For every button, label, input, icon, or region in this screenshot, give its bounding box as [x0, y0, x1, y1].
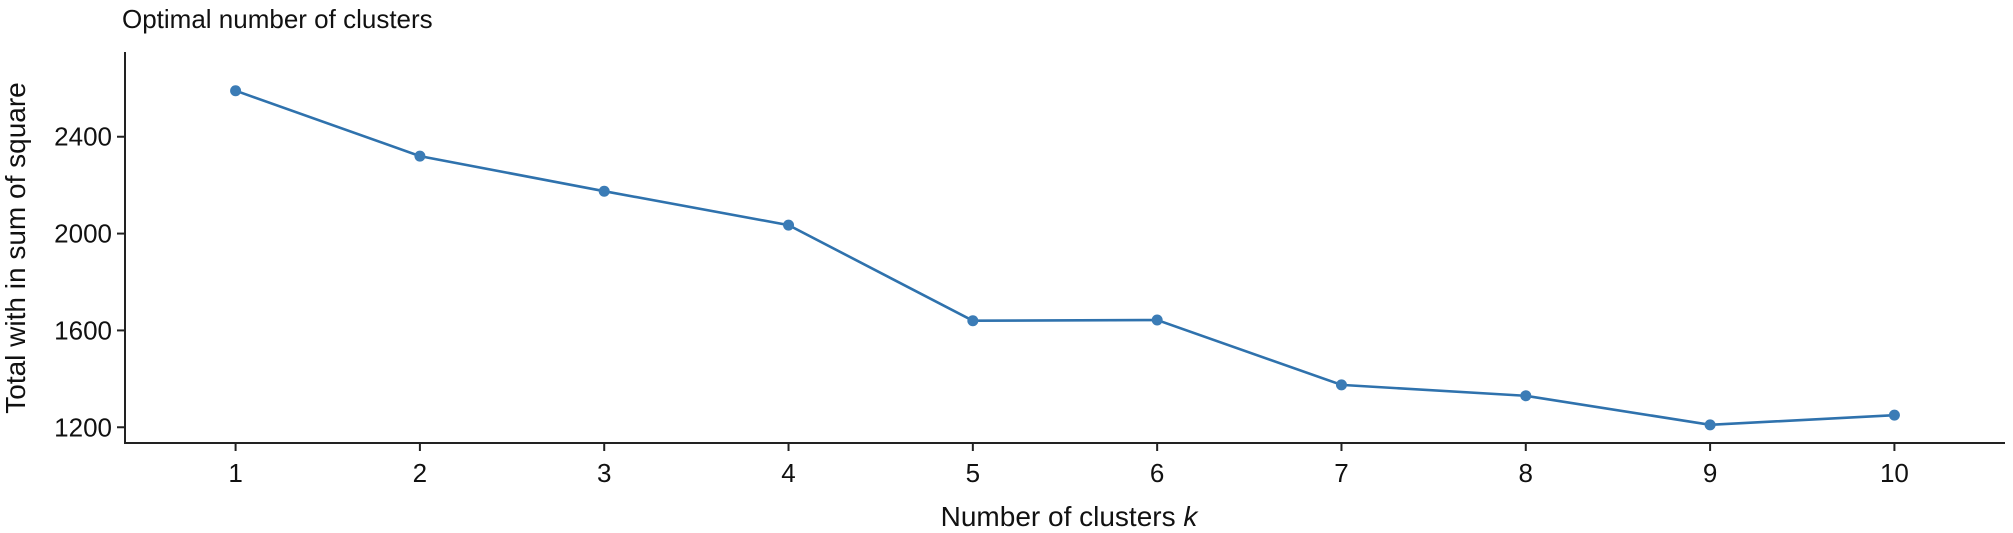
chart-title: Optimal number of clusters — [122, 4, 433, 34]
data-point — [414, 150, 426, 162]
x-axis-ticks: 1 2 3 4 5 6 7 8 9 10 — [228, 443, 1909, 488]
x-tick-label: 5 — [966, 458, 980, 488]
x-axis-variable: k — [1183, 501, 1199, 532]
x-tick-label: 6 — [1150, 458, 1164, 488]
y-tick-label: 2400 — [54, 122, 112, 152]
data-point — [967, 315, 979, 327]
x-tick-label: 9 — [1703, 458, 1717, 488]
x-axis-title-text: Number of clusters — [941, 501, 1176, 532]
data-point — [783, 219, 795, 231]
x-tick-label: 8 — [1519, 458, 1533, 488]
y-tick-label: 1200 — [54, 412, 112, 442]
x-tick-label: 1 — [228, 458, 242, 488]
data-point — [1520, 390, 1532, 402]
series-layer — [230, 85, 1900, 431]
series-line — [235, 89, 1895, 427]
x-tick-label: 7 — [1334, 458, 1348, 488]
y-tick-label: 1600 — [54, 315, 112, 345]
y-tick-label: 2000 — [54, 219, 112, 249]
y-axis-ticks: 1200 1600 2000 2400 — [54, 122, 125, 442]
x-tick-label: 3 — [597, 458, 611, 488]
x-tick-label: 10 — [1880, 458, 1909, 488]
data-point — [1151, 314, 1163, 326]
data-point — [230, 85, 242, 97]
y-axis-title: Total with in sum of square — [0, 82, 31, 414]
data-point — [1335, 379, 1347, 391]
data-point — [1704, 419, 1716, 431]
x-tick-label: 4 — [781, 458, 795, 488]
data-point — [1888, 409, 1900, 421]
data-point — [598, 185, 610, 197]
x-tick-label: 2 — [413, 458, 427, 488]
x-axis-title: Number of clusters k — [941, 501, 1200, 532]
